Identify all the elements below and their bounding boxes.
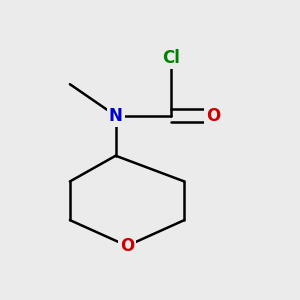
Text: Cl: Cl (163, 50, 180, 68)
Text: O: O (120, 237, 134, 255)
Text: O: O (206, 107, 220, 125)
Text: N: N (109, 107, 123, 125)
